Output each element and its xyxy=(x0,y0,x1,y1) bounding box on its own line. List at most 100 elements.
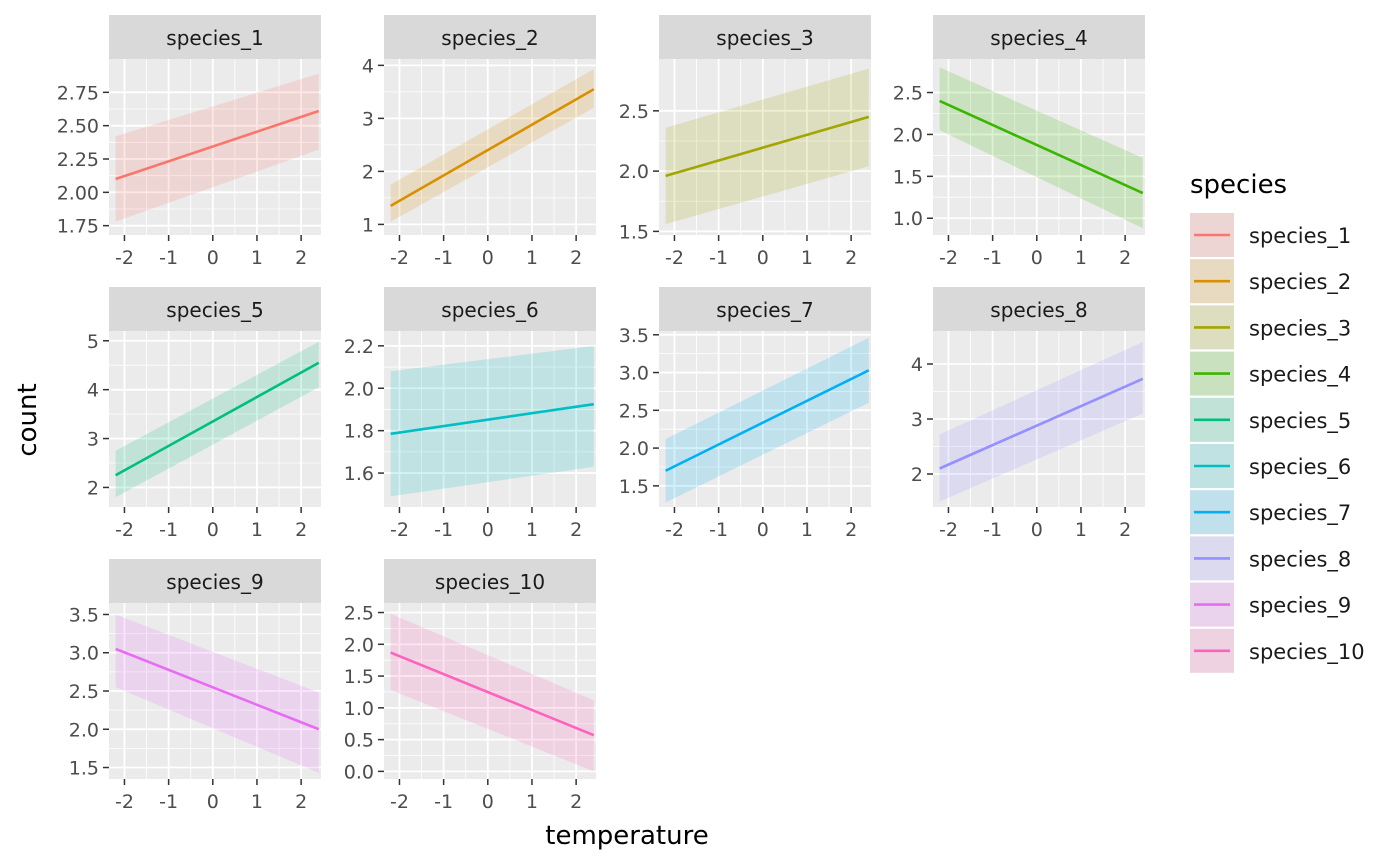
legend-item-species_8: species_8 xyxy=(1190,536,1351,581)
y-tick-label: 1.5 xyxy=(619,476,649,498)
plot-background xyxy=(659,331,871,507)
x-tick-label: 2 xyxy=(570,519,582,541)
x-tick-label: 0 xyxy=(757,519,769,541)
y-tick-label: 2.75 xyxy=(57,82,99,104)
y-tick-label: 2.5 xyxy=(344,603,374,625)
x-tick-label: 2 xyxy=(295,519,307,541)
x-tick-label: 2 xyxy=(1119,247,1131,269)
facet-strip xyxy=(384,15,596,59)
y-tick-label: 2.00 xyxy=(57,182,99,204)
facet-strip xyxy=(109,15,321,59)
y-tick-label: 2.5 xyxy=(893,83,923,105)
facet-strip xyxy=(109,287,321,331)
legend-label: species_2 xyxy=(1249,270,1351,295)
x-tick-label: 2 xyxy=(570,247,582,269)
y-tick-label: 5 xyxy=(87,331,99,353)
legend-item-species_9: species_9 xyxy=(1190,582,1351,627)
y-tick-label: 2.0 xyxy=(69,719,99,741)
legend: species species_1 species_2 species_3speci… xyxy=(1190,170,1365,673)
legend-label: species_1 xyxy=(1249,224,1351,249)
y-tick-label: 3 xyxy=(362,108,374,130)
x-tick-label: 0 xyxy=(482,519,494,541)
x-tick-label: 0 xyxy=(207,519,219,541)
legend-item-species_2: species_2 xyxy=(1190,259,1351,304)
y-axis-title: count xyxy=(13,383,43,456)
y-tick-label: 2.0 xyxy=(619,161,649,183)
x-tick-label: 0 xyxy=(207,247,219,269)
x-tick-label: -2 xyxy=(665,247,684,269)
x-tick-label: 0 xyxy=(482,247,494,269)
legend-label: species_5 xyxy=(1249,409,1351,434)
x-tick-label: 0 xyxy=(757,247,769,269)
legend-item-species_10: species_10 xyxy=(1190,628,1365,673)
y-tick-label: 3.5 xyxy=(619,325,649,347)
legend-label: species_10 xyxy=(1249,640,1365,665)
y-tick-label: 2.0 xyxy=(344,634,374,656)
series-line-species_4 xyxy=(939,99,1144,195)
legend-item-species_3: species_3 xyxy=(1190,305,1351,350)
y-tick-label: 1.5 xyxy=(893,166,923,188)
x-tick-label: 1 xyxy=(526,247,538,269)
series-line-species_3 xyxy=(665,115,870,178)
facet-strip xyxy=(384,559,596,603)
facet-panel-species_7: species_7 1.5 2.0 2.5 3.0 3.5 -2 -1 0 1 2 xyxy=(619,287,871,541)
facet-panel-species_10: species_10 0.0 0.5 1.0 1.5 2.0 2.5 -2 -1 0 1 2 xyxy=(344,559,596,813)
x-tick-label: 1 xyxy=(801,519,813,541)
series-line-species_10 xyxy=(390,651,595,737)
x-tick-label: -2 xyxy=(665,519,684,541)
series-line-species_1 xyxy=(115,109,320,181)
x-tick-label: -2 xyxy=(115,519,134,541)
x-tick-label: -1 xyxy=(983,519,1002,541)
facet-strip-label: species_7 xyxy=(716,298,813,322)
y-tick-label: 2 xyxy=(362,161,374,183)
y-tick-label: 2.5 xyxy=(69,681,99,703)
facet-strip-label: species_8 xyxy=(990,298,1087,322)
confidence-band-species_8 xyxy=(939,342,1143,502)
x-tick-label: 1 xyxy=(1075,519,1087,541)
legend-item-species_1: species_1 xyxy=(1190,213,1351,257)
facet-strip xyxy=(659,15,871,59)
y-tick-label: 3 xyxy=(911,409,923,431)
y-tick-label: 4 xyxy=(362,55,374,77)
y-tick-label: 1.6 xyxy=(344,463,374,485)
x-axis-title: temperature xyxy=(545,821,708,851)
legend-label: species_8 xyxy=(1249,547,1351,572)
x-tick-label: 1 xyxy=(251,247,263,269)
x-tick-label: -1 xyxy=(709,247,728,269)
legend-label: species_9 xyxy=(1249,594,1351,619)
x-tick-label: -2 xyxy=(939,247,958,269)
plot-background xyxy=(384,603,596,779)
facet-panels: species_11.752.002.252.502.75-2 -1 0 1 2spec… xyxy=(57,15,1145,813)
confidence-band-species_2 xyxy=(390,69,594,222)
facet-strip-label: species_3 xyxy=(716,26,813,50)
x-tick-label: -1 xyxy=(434,519,453,541)
series-line-species_5 xyxy=(114,361,320,477)
legend-label: species_3 xyxy=(1249,316,1351,341)
facet-strip-label: species_4 xyxy=(990,26,1087,50)
facet-panel-species_2: species_2 1 2 3 4 -2 -1 0 1 2 xyxy=(362,15,596,269)
facet-panel-species_5: species_5 2 3 4 5 -2 -1 0 1 2 xyxy=(87,287,321,541)
x-tick-label: 0 xyxy=(1031,247,1043,269)
facet-strip xyxy=(109,559,321,603)
facet-strip xyxy=(659,287,871,331)
series-line-species_6 xyxy=(390,402,594,436)
legend-label: species_7 xyxy=(1249,501,1351,526)
x-tick-label: 2 xyxy=(845,247,857,269)
facet-panel-species_1: species_1 1.75 2.00 2.25 2.50 2.75 -2 -1 0 1 2 xyxy=(57,15,321,269)
confidence-band-species_6 xyxy=(390,345,594,497)
x-tick-label: 0 xyxy=(482,791,494,813)
facet-strip-label: species_1 xyxy=(166,26,263,50)
y-tick-label: 2.0 xyxy=(893,124,923,146)
x-tick-label: 2 xyxy=(295,791,307,813)
x-tick-label: -1 xyxy=(159,247,178,269)
facet-strip-label: species_10 xyxy=(435,570,545,594)
x-tick-label: -2 xyxy=(390,247,409,269)
series-line-species_2 xyxy=(389,88,595,207)
y-tick-label: 1.5 xyxy=(69,758,99,780)
y-tick-label: 3 xyxy=(87,429,99,451)
y-tick-label: 1.5 xyxy=(619,221,649,243)
facet-panel-species_9: species_9 1.5 2.0 2.5 3.0 3.5 -2 -1 0 1 2 xyxy=(69,559,321,813)
x-tick-label: 2 xyxy=(295,247,307,269)
legend-item-species_7: species_7 xyxy=(1190,490,1351,535)
legend-title: species xyxy=(1190,170,1287,200)
